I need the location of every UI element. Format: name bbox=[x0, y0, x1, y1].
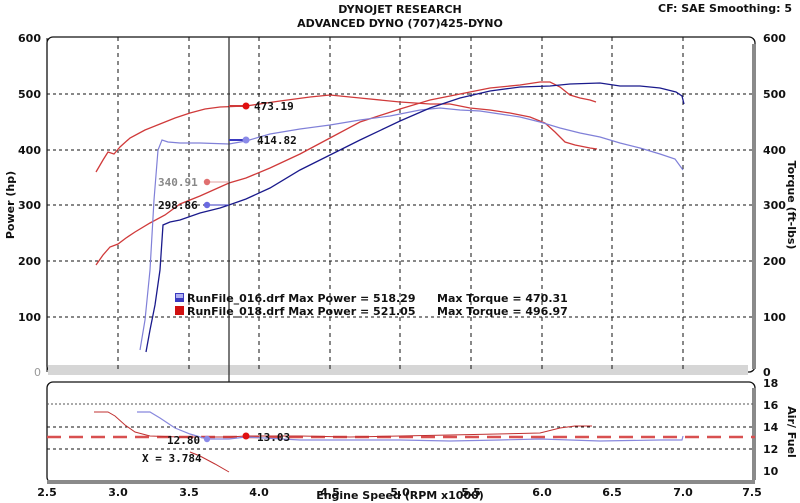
af-y-ticks: 18 16 14 12 10 bbox=[763, 377, 779, 478]
svg-text:7.5: 7.5 bbox=[742, 486, 762, 499]
legend: RunFile_016.drf Max Power = 518.29 Max T… bbox=[175, 292, 568, 318]
cursor-x-value: X = 3.784 bbox=[142, 452, 202, 465]
legend-run18-text: RunFile_018.drf Max Power = 521.05 bbox=[187, 305, 416, 318]
svg-text:6.5: 6.5 bbox=[602, 486, 622, 499]
svg-text:2.5: 2.5 bbox=[37, 486, 57, 499]
svg-text:200: 200 bbox=[18, 255, 41, 268]
svg-text:600: 600 bbox=[763, 32, 786, 45]
svg-text:4.5: 4.5 bbox=[320, 486, 340, 499]
svg-text:3.0: 3.0 bbox=[108, 486, 128, 499]
svg-text:300: 300 bbox=[18, 199, 41, 212]
svg-text:3.5: 3.5 bbox=[179, 486, 199, 499]
run18-af-drop bbox=[189, 451, 230, 473]
left-y-axis-label: Power (hp) bbox=[4, 171, 17, 239]
svg-text:7.0: 7.0 bbox=[673, 486, 693, 499]
run18-torque-value: 473.19 bbox=[254, 100, 294, 113]
left-y-ticks: 600 500 400 300 200 100 0 bbox=[18, 32, 41, 379]
svg-text:0: 0 bbox=[763, 366, 771, 379]
legend-swatch-run18 bbox=[175, 306, 184, 315]
svg-text:100: 100 bbox=[18, 311, 41, 324]
af-grid bbox=[47, 426, 755, 450]
run18-af-marker bbox=[242, 432, 250, 440]
svg-text:500: 500 bbox=[763, 88, 786, 101]
run16-af-marker bbox=[203, 435, 211, 443]
svg-text:10: 10 bbox=[763, 465, 779, 478]
run18-power-curve bbox=[95, 81, 597, 266]
svg-text:6.0: 6.0 bbox=[532, 486, 552, 499]
watermark-band bbox=[48, 365, 748, 375]
svg-text:14: 14 bbox=[763, 421, 779, 434]
x-ticks: 2.5 3.0 3.5 4.0 4.5 5.0 5.5 6.0 6.5 7.0 … bbox=[37, 486, 762, 499]
svg-text:0: 0 bbox=[34, 366, 41, 379]
legend-run18-torque: Max Torque = 496.97 bbox=[437, 305, 568, 318]
svg-text:600: 600 bbox=[18, 32, 41, 45]
run16-af-curve bbox=[137, 411, 684, 442]
svg-text:5.0: 5.0 bbox=[390, 486, 410, 499]
svg-text:500: 500 bbox=[18, 88, 41, 101]
settings-label: CF: SAE Smoothing: 5 bbox=[658, 2, 792, 15]
right-y-axis-label: Torque (ft-lbs) bbox=[785, 161, 798, 250]
svg-text:18: 18 bbox=[763, 377, 778, 390]
svg-text:12: 12 bbox=[763, 443, 778, 456]
svg-text:16: 16 bbox=[763, 399, 779, 412]
svg-text:300: 300 bbox=[763, 199, 786, 212]
run18-power-value: 340.91 bbox=[158, 176, 198, 189]
svg-text:200: 200 bbox=[763, 255, 786, 268]
run16-torque-value: 414.82 bbox=[257, 134, 297, 147]
svg-text:5.5: 5.5 bbox=[461, 486, 481, 499]
run18-power-marker bbox=[203, 178, 211, 186]
run16-power-value: 298.86 bbox=[158, 199, 198, 212]
run16-af-value: 12.80 bbox=[167, 434, 200, 447]
run16-torque-curve bbox=[139, 107, 684, 351]
run16-power-curve bbox=[145, 82, 685, 353]
run16-power-marker bbox=[203, 201, 211, 209]
right-axis-strip bbox=[752, 44, 756, 369]
run18-af-value: 13.03 bbox=[257, 431, 290, 444]
legend-run16-torque: Max Torque = 470.31 bbox=[437, 292, 568, 305]
chart-title-line2: ADVANCED DYNO (707)425-DYNO bbox=[297, 17, 503, 30]
right-y-ticks: 600 500 400 300 200 100 0 bbox=[763, 32, 786, 379]
svg-text:400: 400 bbox=[763, 144, 786, 157]
run16-torque-marker bbox=[242, 136, 250, 144]
svg-text:4.0: 4.0 bbox=[249, 486, 269, 499]
chart-title-line1: DYNOJET RESEARCH bbox=[338, 3, 462, 16]
x-axis-label: Engine Speed (RPM x1000) bbox=[316, 489, 484, 502]
svg-text:100: 100 bbox=[763, 311, 786, 324]
af-y-axis-label: Air/ Fuel bbox=[785, 406, 798, 458]
run18-torque-marker bbox=[242, 102, 250, 110]
af-plot-frame bbox=[46, 381, 756, 484]
legend-run16-text: RunFile_016.drf Max Power = 518.29 bbox=[187, 292, 416, 305]
svg-text:400: 400 bbox=[18, 144, 41, 157]
main-h-grid bbox=[47, 93, 755, 318]
